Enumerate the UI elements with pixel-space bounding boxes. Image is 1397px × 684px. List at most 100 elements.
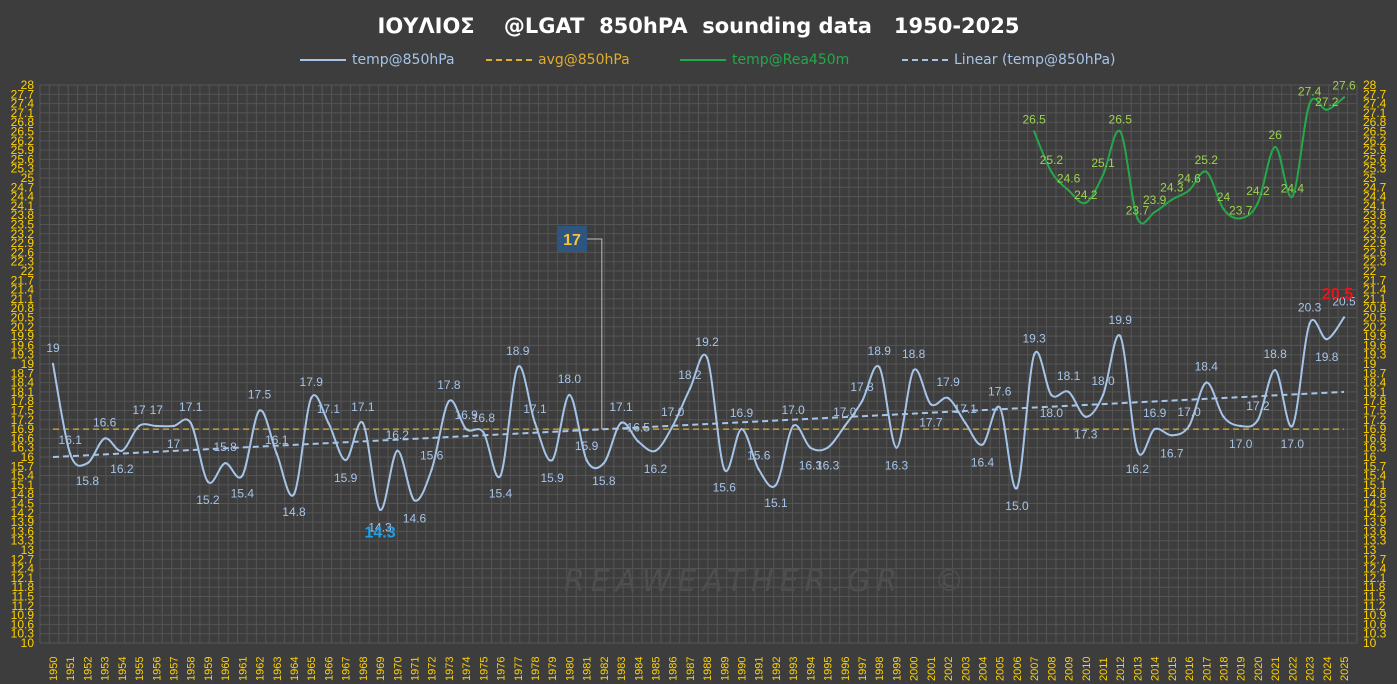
temp-point xyxy=(499,474,502,477)
temp-data-label: 16.1 xyxy=(59,433,83,447)
y-tick-label-left: 20.2 xyxy=(11,320,35,334)
temp-point xyxy=(327,421,330,425)
legend-item-avg[interactable]: avg@850hPa xyxy=(486,50,630,70)
temp-point xyxy=(69,452,72,456)
temp-point xyxy=(241,474,244,477)
temp-data-label: 17.0 xyxy=(661,405,685,419)
y-tick-label-left: 19 xyxy=(21,357,35,371)
temp-data-label: 17.0 xyxy=(1177,405,1201,419)
y-tick-label-left: 14.8 xyxy=(11,487,35,501)
y-tick-label-left: 14.5 xyxy=(11,497,35,511)
y-tick-label-right: 18.1 xyxy=(1363,385,1387,399)
temp-point xyxy=(585,458,588,462)
temp-data-label: 15.9 xyxy=(541,471,565,485)
y-tick-label-left: 15.7 xyxy=(11,459,35,473)
rea-point xyxy=(1222,207,1225,211)
chart-title: ΙΟΥΛΙΟΣ @LGAT 850hPA sounding data 1950-… xyxy=(377,14,1020,38)
temp-data-label: 17.9 xyxy=(300,375,324,389)
temp-data-label: 14.3 xyxy=(368,521,392,535)
temp-point xyxy=(929,403,933,406)
legend-item-temp[interactable]: temp@850hPa xyxy=(300,50,455,70)
y-tick-label-left: 18.7 xyxy=(11,366,35,380)
y-tick-label-left: 10.3 xyxy=(11,627,35,641)
y-tick-label-right: 22 xyxy=(1363,264,1377,278)
x-tick-label: 2005 xyxy=(995,657,1007,681)
y-tick-label-right: 21.7 xyxy=(1363,273,1387,287)
x-tick-label: 2010 xyxy=(1081,657,1093,681)
legend-item-trend[interactable]: Linear (temp@850hPa) xyxy=(902,50,1116,70)
rea-data-label: 24 xyxy=(1217,190,1231,204)
rea-data-label: 23.9 xyxy=(1143,193,1167,207)
y-tick-label-right: 26.8 xyxy=(1363,115,1387,129)
y-tick-label-left: 23.8 xyxy=(11,208,35,222)
y-tick-label-left: 11.5 xyxy=(12,590,35,604)
temp-data-label: 18.0 xyxy=(1091,374,1115,388)
y-tick-label-left: 15.1 xyxy=(11,478,35,492)
temp-data-label: 14.6 xyxy=(403,511,427,525)
temp-point xyxy=(1015,486,1019,490)
x-tick-label: 1961 xyxy=(237,657,249,681)
min-label: 14.3 xyxy=(364,525,395,542)
x-tick-label: 2000 xyxy=(909,657,921,681)
x-tick-label: 1974 xyxy=(461,657,473,681)
x-tick-label: 1982 xyxy=(599,657,611,681)
x-tick-label: 1997 xyxy=(857,657,869,681)
y-tick-label-right: 19.6 xyxy=(1363,338,1387,352)
y-tick-label-right: 14.8 xyxy=(1363,487,1387,501)
temp-data-label: 17.5 xyxy=(248,388,272,402)
x-tick-label: 2002 xyxy=(943,657,955,681)
legend-item-rea[interactable]: temp@Rea450m xyxy=(680,50,849,70)
x-tick-label: 1977 xyxy=(513,657,525,681)
y-tick-label-right: 17.2 xyxy=(1363,413,1387,427)
callout-box xyxy=(557,226,587,252)
y-tick-label-left: 18.1 xyxy=(11,385,35,399)
y-tick-label-right: 24.7 xyxy=(1363,180,1387,194)
legend-swatch-rea xyxy=(680,59,726,61)
temp-data-label: 15.1 xyxy=(764,496,788,510)
y-tick-label-right: 19.9 xyxy=(1363,329,1387,343)
y-tick-label-left: 19.9 xyxy=(11,329,35,343)
temp-data-label: 17.2 xyxy=(1246,399,1270,413)
temp-point xyxy=(516,365,519,369)
x-tick-label: 1950 xyxy=(48,657,60,681)
temp-data-label: 15.2 xyxy=(196,493,220,507)
temp-data-label: 18.2 xyxy=(678,368,702,382)
y-tick-label-right: 22.3 xyxy=(1363,255,1387,269)
y-axis-right: 1010.310.610.911.211.511.812.112.412.713… xyxy=(1363,78,1387,650)
temp-point xyxy=(1342,316,1346,319)
y-tick-label-right: 27.7 xyxy=(1363,87,1387,101)
rea-data-label: 26.5 xyxy=(1022,113,1046,127)
y-tick-label-right: 16.9 xyxy=(1363,422,1387,436)
x-tick-label: 2004 xyxy=(978,657,990,681)
temp-data-label: 16.9 xyxy=(454,408,478,422)
y-tick-label-right: 27.1 xyxy=(1363,106,1387,120)
rea-point xyxy=(1153,210,1156,214)
x-tick-label: 1985 xyxy=(650,657,662,681)
temp-data-label: 15.6 xyxy=(747,448,771,462)
y-tick-label-left: 11.2 xyxy=(12,599,35,613)
x-tick-label: 1981 xyxy=(582,657,594,681)
legend-label-avg: avg@850hPa xyxy=(538,52,630,68)
y-tick-label-right: 10.6 xyxy=(1363,617,1387,631)
y-tick-label-right: 20.5 xyxy=(1363,311,1387,325)
rea-point xyxy=(1273,145,1277,149)
x-tick-label: 1972 xyxy=(427,657,439,681)
y-tick-label-right: 26.5 xyxy=(1363,125,1387,139)
legend-swatch-temp xyxy=(300,59,346,61)
temp-point xyxy=(413,499,416,502)
temp-point xyxy=(1101,393,1105,397)
y-tick-label-right: 23.2 xyxy=(1363,227,1387,241)
temp-data-label: 17.0 xyxy=(1281,437,1305,451)
temp-point xyxy=(774,483,778,487)
x-tick-label: 1966 xyxy=(323,657,335,681)
legend-swatch-trend xyxy=(902,59,948,61)
temp-data-label: 18.0 xyxy=(558,372,582,386)
temp-point xyxy=(843,424,847,428)
temp-data-label: 15.8 xyxy=(76,474,100,488)
y-tick-label-left: 22.9 xyxy=(11,236,35,250)
x-tick-label: 1991 xyxy=(754,657,766,681)
temp-point xyxy=(223,462,227,465)
x-tick-label: 1968 xyxy=(358,657,370,681)
x-tick-label: 2020 xyxy=(1253,657,1265,681)
temp-data-label: 16.9 xyxy=(1143,406,1167,420)
